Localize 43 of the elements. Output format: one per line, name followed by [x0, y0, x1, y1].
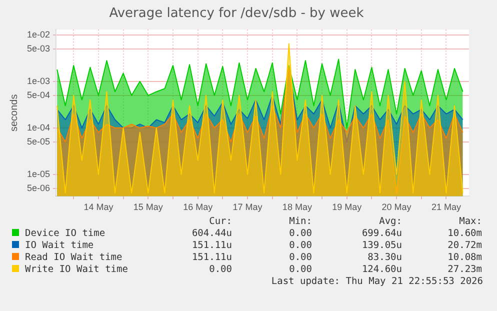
text: 10.08m — [446, 252, 482, 264]
text: Last update: Thu May 21 22:55:53 2026 — [270, 276, 483, 288]
x-tick-label: 15 May — [133, 202, 164, 212]
y-tick-label: 5e-06 — [26, 182, 50, 193]
y-tick-label: 5e-04 — [26, 90, 50, 100]
text: Max: — [458, 216, 482, 228]
text: 151.11u — [190, 252, 232, 264]
legend-label: Device IO time — [24, 228, 106, 240]
text: 699.64u — [360, 228, 402, 240]
y-tick-label: 5e-05 — [26, 136, 50, 146]
x-tick-label: 18 May — [282, 202, 312, 212]
text: Cur: — [208, 216, 232, 228]
y-tick-label: 1e-05 — [26, 168, 50, 179]
legend-label: Read IO Wait time — [24, 252, 124, 264]
text: 10.60m — [446, 228, 482, 240]
text: 0.00 — [288, 264, 312, 276]
text: 20.72m — [446, 240, 482, 252]
x-tick-label: 21 May — [431, 202, 462, 212]
text: 0.00 — [288, 228, 312, 240]
y-tick-label: 1e-03 — [26, 76, 50, 86]
text: 0.00 — [288, 240, 312, 252]
text: 124.60u — [360, 264, 402, 276]
y-tick-label: 5e-03 — [26, 43, 50, 54]
text: 139.05u — [360, 240, 402, 252]
chart-title: Average latency for /dev/sdb - by week — [109, 6, 364, 22]
text: 0.00 — [288, 252, 312, 264]
text: Min: — [288, 216, 312, 228]
text: 27.23m — [446, 264, 482, 276]
text: Avg: — [378, 216, 402, 228]
text: 83.30u — [366, 252, 402, 264]
text: 0.00 — [208, 264, 232, 276]
x-tick-label: 14 May — [84, 202, 114, 212]
x-tick-label: 16 May — [183, 202, 214, 212]
y-axis-title: seconds — [8, 94, 20, 132]
text: 604.44u — [190, 228, 232, 240]
legend-label: Write IO Wait time — [24, 264, 129, 276]
y-tick-label: 1e-02 — [26, 29, 50, 40]
text: 151.11u — [190, 240, 232, 252]
x-tick-label: 20 May — [382, 202, 412, 212]
y-tick-label: 1e-04 — [26, 122, 50, 132]
x-tick-label: 17 May — [232, 202, 263, 212]
x-tick-label: 19 May — [332, 202, 362, 212]
legend-label: IO Wait time — [24, 240, 95, 252]
